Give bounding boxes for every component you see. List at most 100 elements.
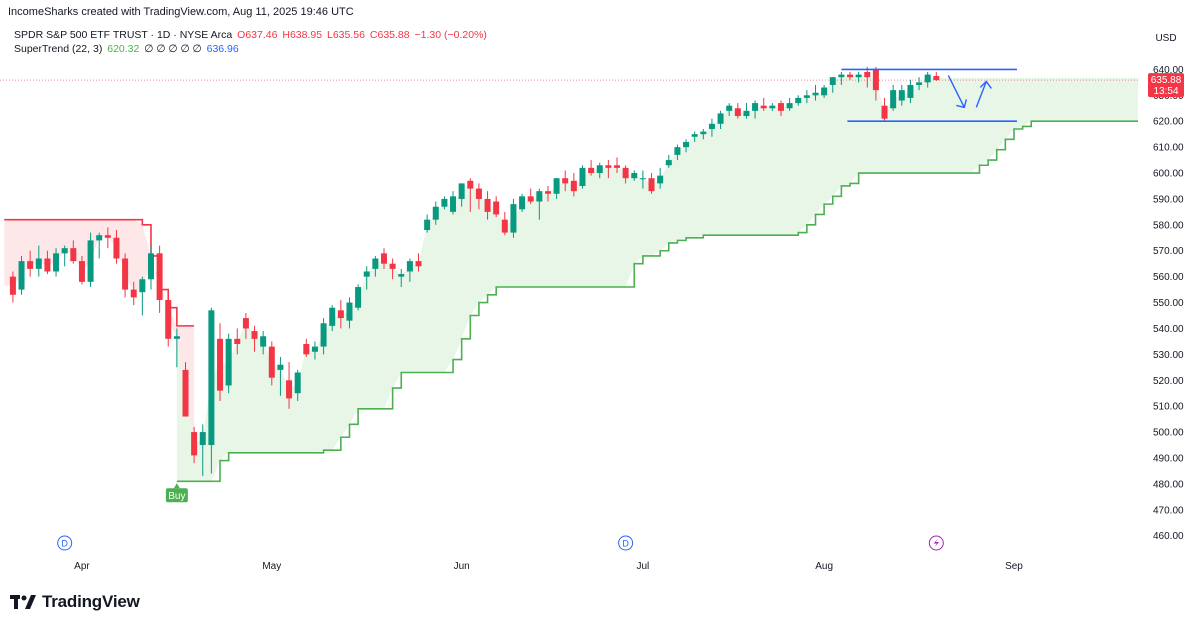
candle[interactable] [380, 248, 387, 269]
candle[interactable] [104, 227, 111, 249]
candle[interactable] [639, 170, 646, 189]
candle[interactable] [605, 160, 612, 179]
candle[interactable] [803, 90, 810, 104]
dividend-marker[interactable]: D [57, 535, 73, 551]
candle[interactable] [87, 232, 94, 288]
candle[interactable] [294, 369, 301, 401]
candle[interactable] [363, 266, 370, 290]
candle[interactable] [614, 157, 620, 174]
candle[interactable] [493, 196, 500, 218]
candle[interactable] [570, 173, 577, 197]
candle[interactable] [147, 245, 154, 290]
dividend-marker[interactable]: D [618, 535, 634, 551]
candle[interactable] [484, 191, 491, 220]
candle[interactable] [329, 305, 336, 332]
candle[interactable] [898, 84, 905, 106]
candle[interactable] [924, 72, 931, 88]
candle[interactable] [303, 338, 310, 357]
candle[interactable] [467, 178, 474, 212]
candle[interactable] [277, 356, 284, 396]
candle[interactable] [829, 77, 836, 93]
candle[interactable] [432, 201, 439, 225]
candle[interactable] [519, 193, 526, 212]
candle[interactable] [579, 165, 586, 189]
candle[interactable] [27, 250, 34, 277]
candle[interactable] [501, 211, 508, 236]
candle[interactable] [752, 100, 759, 119]
candle[interactable] [855, 72, 862, 83]
candle[interactable] [355, 284, 362, 311]
candle[interactable] [864, 66, 871, 88]
candle[interactable] [553, 178, 560, 199]
candle[interactable] [424, 214, 431, 233]
candle[interactable] [588, 160, 595, 176]
candle[interactable] [821, 84, 828, 98]
candle[interactable] [544, 185, 551, 202]
candle[interactable] [674, 144, 681, 161]
candle[interactable] [838, 72, 845, 85]
candle[interactable] [251, 325, 258, 352]
candle[interactable] [777, 100, 784, 117]
candle[interactable] [199, 424, 206, 477]
candle[interactable] [657, 167, 664, 189]
candle[interactable] [320, 318, 327, 355]
buy-signal-badge[interactable] [165, 488, 188, 503]
candle[interactable] [234, 328, 241, 355]
candle[interactable] [398, 268, 405, 288]
candle[interactable] [389, 258, 396, 280]
candle[interactable] [139, 276, 146, 316]
candle[interactable] [691, 131, 698, 142]
candle[interactable] [9, 271, 16, 303]
candle[interactable] [113, 230, 120, 264]
candle[interactable] [683, 139, 690, 153]
candle[interactable] [596, 162, 603, 179]
candle[interactable] [18, 255, 25, 295]
tradingview-logo[interactable]: TradingView [10, 592, 140, 612]
candle[interactable] [933, 72, 940, 81]
candle[interactable] [165, 289, 172, 347]
candle[interactable] [156, 245, 163, 313]
candle[interactable] [536, 188, 543, 220]
candle[interactable] [208, 307, 215, 474]
candle[interactable] [795, 95, 802, 106]
candle[interactable] [907, 79, 914, 104]
candle[interactable] [700, 128, 707, 140]
candle[interactable] [458, 183, 465, 207]
currency-label[interactable]: USD [1155, 33, 1177, 44]
candle[interactable] [44, 250, 51, 275]
candle[interactable] [881, 97, 888, 122]
candle[interactable] [450, 191, 457, 215]
candle[interactable] [786, 97, 793, 111]
candle[interactable] [337, 299, 344, 329]
candle[interactable] [182, 362, 189, 417]
last-price-tag[interactable] [1148, 73, 1184, 98]
candle[interactable] [622, 165, 629, 184]
candle[interactable] [726, 103, 733, 117]
candle[interactable] [406, 258, 413, 282]
symbol-legend[interactable]: SPDR S&P 500 ETF TRUST · 1D · NYSE Arca … [14, 29, 489, 41]
candle[interactable] [916, 77, 923, 91]
candle[interactable] [242, 312, 249, 339]
candle[interactable] [311, 341, 318, 360]
candle[interactable] [346, 297, 353, 329]
candle[interactable] [191, 426, 198, 464]
candle[interactable] [890, 84, 897, 111]
candle[interactable] [35, 245, 42, 277]
candle[interactable] [769, 103, 776, 111]
candle[interactable] [96, 232, 103, 259]
earnings-marker[interactable] [928, 535, 944, 551]
candle[interactable] [562, 170, 569, 192]
candle[interactable] [708, 118, 715, 137]
candle[interactable] [475, 183, 482, 210]
candle[interactable] [665, 154, 672, 168]
candle[interactable] [847, 72, 854, 80]
candle[interactable] [173, 328, 180, 368]
candle[interactable] [872, 66, 879, 101]
candle[interactable] [130, 281, 137, 306]
indicator-legend[interactable]: SuperTrend (22, 3) 620.32 ∅ ∅ ∅ ∅ ∅ 636.… [14, 43, 241, 55]
candle[interactable] [53, 248, 60, 277]
candle[interactable] [225, 333, 232, 394]
candle[interactable] [812, 84, 819, 101]
candle[interactable] [760, 97, 767, 111]
